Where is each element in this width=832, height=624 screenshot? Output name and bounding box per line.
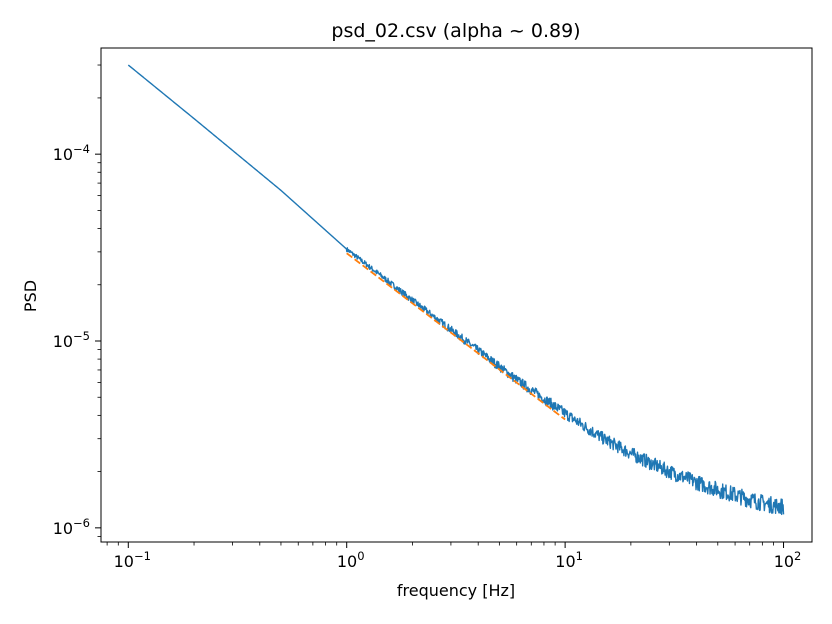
x-tick-label: 100	[337, 549, 365, 571]
y-tick-label: 10−4	[53, 142, 90, 164]
y-tick-label: 10−6	[53, 516, 90, 538]
fit-series-line	[346, 252, 566, 421]
plot-frame	[100, 47, 813, 543]
psd-series-line	[127, 64, 785, 516]
y-tick-label: 10−5	[53, 329, 90, 351]
x-axis-label: frequency [Hz]	[397, 581, 515, 600]
x-tick-label: 10−1	[114, 549, 151, 571]
x-tick-label: 102	[774, 549, 802, 571]
x-tick-label: 101	[555, 549, 583, 571]
y-axis-label: PSD	[21, 280, 40, 312]
chart-title: psd_02.csv (alpha ~ 0.89)	[331, 20, 580, 42]
